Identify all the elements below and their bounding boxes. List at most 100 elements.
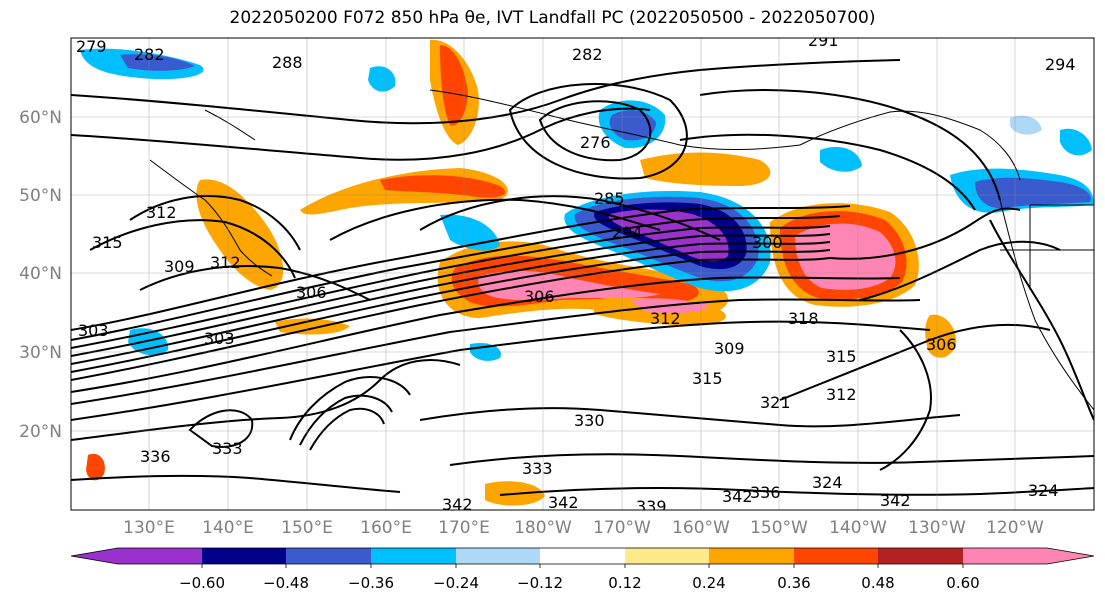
contour-label: 312 xyxy=(650,309,681,328)
contour-label: 291 xyxy=(808,31,839,50)
warm-anomaly-shading xyxy=(275,318,350,335)
contour-line xyxy=(419,407,961,428)
contour-line xyxy=(499,486,1094,496)
contour-label: 324 xyxy=(1028,481,1059,500)
contour-label: 333 xyxy=(522,459,553,478)
contour-label: 306 xyxy=(296,283,327,302)
colorbar-segment xyxy=(202,548,286,564)
contour-line xyxy=(71,257,831,381)
map-title: 2022050200 F072 850 hPa θe, IVT Landfall… xyxy=(229,8,876,28)
contour-label: 339 xyxy=(636,497,667,516)
contour-line xyxy=(139,265,371,301)
contour-line xyxy=(508,82,688,180)
lon-label: 160°W xyxy=(672,518,730,538)
contour-label: 276 xyxy=(580,133,611,152)
contour-line xyxy=(71,215,841,341)
contour-line xyxy=(71,59,901,125)
coastline xyxy=(799,110,1021,181)
lon-label: 160°E xyxy=(360,518,412,538)
cool-anomaly-shading xyxy=(975,177,1091,209)
coastlines xyxy=(149,89,1094,411)
colorbar-segment xyxy=(709,548,794,564)
lat-label: 60°N xyxy=(19,108,62,128)
contour-line xyxy=(449,453,1094,466)
contour-label: 300 xyxy=(752,233,783,252)
colorbar-tick-label: 0.36 xyxy=(777,574,810,592)
contour-label: 336 xyxy=(140,447,171,466)
contour-line xyxy=(289,376,411,441)
contour-label: 315 xyxy=(826,347,857,366)
contour-label: 342 xyxy=(442,495,473,514)
colorbar-tick-label: 0.48 xyxy=(861,574,894,592)
contour-label: 315 xyxy=(692,369,723,388)
contour-line xyxy=(779,323,1051,401)
warm-anomaly-shading xyxy=(640,152,771,186)
contour-label: 306 xyxy=(524,287,555,306)
contour-label: 312 xyxy=(210,253,241,272)
cool-anomaly-shading xyxy=(820,146,862,172)
lat-label: 20°N xyxy=(19,422,62,442)
contour-line xyxy=(419,195,721,241)
contour-label: 282 xyxy=(134,45,165,64)
contour-label: 282 xyxy=(572,45,603,64)
coastline xyxy=(204,109,256,141)
contour-label: 342 xyxy=(722,487,753,506)
lon-label: 180°W xyxy=(514,518,572,538)
graticule xyxy=(71,38,1094,510)
contour-line xyxy=(989,219,1094,421)
contour-label: 279 xyxy=(76,37,107,56)
colorbar-segment xyxy=(456,548,540,564)
colorbar-tick-label: 0.24 xyxy=(692,574,725,592)
colorbar-outline xyxy=(70,547,1095,565)
contour-line xyxy=(309,407,385,451)
lon-label: 170°W xyxy=(593,518,651,538)
colorbar-segment xyxy=(371,548,456,564)
contour-line xyxy=(71,474,401,493)
contour-line xyxy=(89,219,296,279)
lon-label: 170°E xyxy=(438,518,490,538)
colorbar-segment xyxy=(540,548,625,564)
contour-label: 309 xyxy=(164,257,195,276)
contour-line xyxy=(329,198,661,241)
colorbar-tick-label: −0.12 xyxy=(517,574,563,592)
contour-label: 294 xyxy=(1045,55,1076,74)
cool-anomaly-shading xyxy=(608,209,729,262)
lon-label: 130°W xyxy=(908,518,966,538)
colorbar-tick-label: 0.60 xyxy=(946,574,979,592)
contour-label: 336 xyxy=(750,483,781,502)
lon-label: 140°E xyxy=(202,518,254,538)
contour-line xyxy=(188,409,254,448)
contour-label: 309 xyxy=(714,339,745,358)
contour-label: 318 xyxy=(788,309,819,328)
contour-line xyxy=(71,298,921,405)
cool-anomaly-shading xyxy=(609,110,656,141)
contour-line xyxy=(71,225,831,349)
latitude-labels: 60°N 50°N 40°N 30°N 20°N xyxy=(19,108,62,442)
colorbar-segment xyxy=(625,548,709,564)
theta-e-contours xyxy=(71,59,1094,496)
contour-line xyxy=(699,89,1001,201)
cool-anomaly-shading xyxy=(368,66,396,92)
contour-line xyxy=(129,195,301,251)
lon-label: 150°W xyxy=(750,518,808,538)
colorbar-tick-label: −0.48 xyxy=(263,574,309,592)
warm-anomaly-shading xyxy=(440,45,468,126)
warm-anomaly-shading xyxy=(196,179,284,290)
longitude-labels: 130°E 140°E 150°E 160°E 170°E 180°W 170°… xyxy=(123,518,1044,538)
lon-label: 120°W xyxy=(986,518,1044,538)
contour-line xyxy=(71,241,831,365)
contour-label: 333 xyxy=(212,439,243,458)
colorbar-extend-left xyxy=(71,548,118,564)
contour-label: 330 xyxy=(574,411,605,430)
contour-label: 306 xyxy=(926,335,957,354)
warm-anomaly-shading xyxy=(380,175,506,198)
cool-anomaly-shading xyxy=(120,54,195,71)
contour-line xyxy=(71,205,851,331)
lon-label: 140°W xyxy=(829,518,887,538)
lat-label: 50°N xyxy=(19,186,62,206)
coastline xyxy=(149,159,273,277)
contour-line xyxy=(859,240,1061,301)
lon-label: 130°E xyxy=(123,518,175,538)
coastline xyxy=(999,199,1094,411)
